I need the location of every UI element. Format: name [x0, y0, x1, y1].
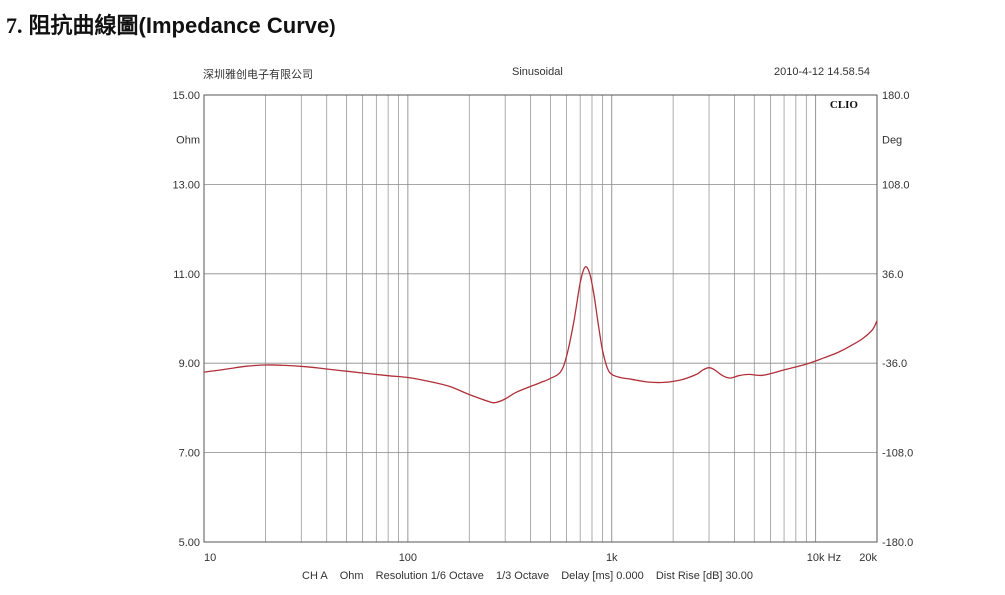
y-tick-label: 5.00	[179, 537, 200, 549]
measurement-mode: Sinusoidal	[512, 66, 563, 78]
y-tick-label: 13.00	[172, 179, 200, 191]
measurement-settings: CH A Ohm Resolution 1/6 Octave 1/3 Octav…	[302, 570, 762, 582]
measurement-timestamp: 2010-4-12 14.58.54	[774, 66, 871, 78]
y2-tick-label: 108.0	[882, 179, 910, 191]
y2-tick-label: -108.0	[882, 448, 913, 460]
clio-brand-label: CLIO	[830, 99, 859, 111]
y-tick-label: 15.00	[172, 90, 200, 102]
section-title: 阻抗曲線圖	[28, 13, 139, 38]
y2-tick-label: 180.0	[882, 90, 910, 102]
x-tick-label: 10k	[807, 552, 825, 564]
impedance-curve	[203, 266, 878, 404]
section-subtitle: (Impedance Curve	[138, 13, 330, 38]
footer-channel: CH A	[302, 570, 328, 582]
chart-grid	[204, 95, 877, 542]
y-tick-label: 7.00	[179, 448, 200, 460]
x-axis-unit: Hz	[828, 552, 841, 564]
footer-resolution: Resolution 1/6 Octave	[375, 570, 484, 582]
x-tick-label: 100	[399, 552, 417, 564]
y2-tick-label: 36.0	[882, 269, 903, 281]
left-axis-unit: Ohm	[176, 135, 200, 147]
footer-dist-rise: Dist Rise [dB] 30.00	[655, 570, 754, 582]
section-heading: 7. 阻抗曲線圖(Impedance Curve)	[6, 8, 336, 40]
y-tick-label: 9.00	[179, 358, 200, 370]
footer-smoothing: 1/3 Octave	[495, 570, 550, 582]
y-tick-label: 11.00	[173, 269, 200, 281]
y2-tick-label: -180.0	[882, 537, 913, 549]
footer-unit: Ohm	[339, 570, 364, 582]
axis-ticks: 15.00 13.00 11.00 9.00 7.00 5.00 Ohm 180.0 108.0…	[172, 90, 913, 564]
plot-frame	[203, 94, 878, 543]
right-axis-unit: Deg	[882, 135, 902, 147]
x-tick-label: 1k	[606, 552, 618, 564]
x-tick-label: 20k	[859, 552, 877, 564]
y2-tick-label: -36.0	[882, 358, 907, 370]
company-name: 深圳雅创电子有限公司	[203, 69, 313, 81]
x-tick-label: 10	[204, 552, 216, 564]
section-subtitle-close: )	[329, 17, 336, 38]
footer-delay: Delay [ms] 0.000	[561, 570, 644, 582]
section-number: 7.	[6, 13, 23, 38]
